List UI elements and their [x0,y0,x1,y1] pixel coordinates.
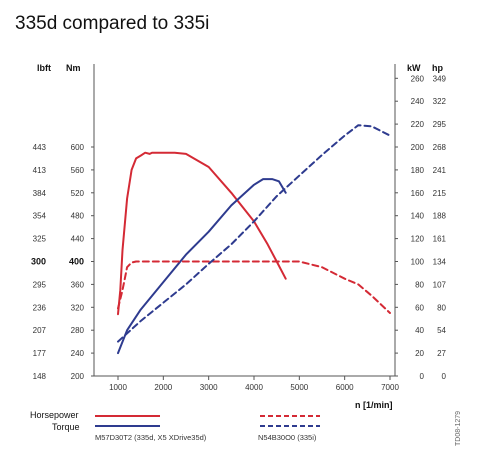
hp-tick-label: 268 [433,143,447,152]
nm-tick-label: 600 [71,143,85,152]
kw-tick-label: 160 [411,189,425,198]
right-axis-ticks: 0 0 20 27 40 54 60 80 80 107 100 134 120 161 140 188 160… [395,74,447,381]
diesel-torque-line [117,151,287,316]
hp-tick-label: 295 [433,120,447,129]
hp-tick-label: 188 [433,212,447,221]
right-unit-kw: kW [407,63,421,73]
nm-tick-label: 560 [71,166,85,175]
x-tick-label: 2000 [154,383,172,392]
lbft-tick-label: 300 [31,257,46,267]
nm-tick-label: 400 [69,257,84,267]
kw-tick-label: 100 [411,258,425,267]
petrol-torque-line [117,260,391,314]
hp-tick-label: 107 [433,280,447,289]
kw-tick-label: 240 [411,97,425,106]
lbft-tick-label: 354 [33,212,47,221]
lbft-tick-label: 177 [33,349,47,358]
nm-tick-label: 200 [71,372,85,381]
series-layer [117,124,391,355]
kw-tick-label: 180 [411,166,425,175]
kw-tick-label: 60 [415,303,424,312]
legend-petrol-label: N54B30O0 (335i) [258,433,317,442]
left-unit-lbft: lbft [37,63,51,73]
hp-tick-label: 54 [437,326,446,335]
x-tick-label: 1000 [109,383,127,392]
axes [93,64,396,377]
x-tick-label: 3000 [200,383,218,392]
x-tick-label: 5000 [290,383,308,392]
hp-tick-label: 241 [433,166,447,175]
kw-tick-label: 220 [411,120,425,129]
lbft-tick-label: 443 [33,143,47,152]
legend-diesel-label: M57D30T2 (335d, X5 XDrive35d) [95,433,207,442]
kw-tick-label: 40 [415,326,424,335]
kw-tick-label: 200 [411,143,425,152]
lbft-tick-label: 236 [33,303,47,312]
hp-tick-label: 322 [433,97,447,106]
lbft-tick-label: 148 [33,372,47,381]
nm-tick-label: 240 [71,349,85,358]
nm-tick-label: 320 [71,303,85,312]
lbft-tick-label: 384 [33,189,47,198]
hp-tick-label: 349 [433,74,447,83]
x-tick-label: 7000 [381,383,399,392]
lbft-tick-label: 207 [33,326,47,335]
nm-tick-label: 360 [71,280,85,289]
nm-tick-label: 280 [71,326,85,335]
petrol-power-line [117,124,391,343]
kw-tick-label: 80 [415,280,424,289]
legend: Horsepower Torque M57D30T2 (335d, X5 XDr… [30,410,320,442]
kw-tick-label: 0 [420,372,425,381]
chart-title: 335d compared to 335i [15,13,209,34]
lbft-tick-label: 295 [33,280,47,289]
x-axis-ticks: 1000 2000 3000 4000 5000 6000 7000 [109,376,399,392]
left-axis-ticks: 200 148 240 177 280 207 320 236 360 295 400 300 440 3… [31,143,94,381]
x-tick-label: 6000 [336,383,354,392]
right-unit-hp: hp [432,63,443,73]
lbft-tick-label: 413 [33,166,47,175]
nm-tick-label: 480 [71,212,85,221]
diesel-power-line [117,178,287,355]
hp-tick-label: 215 [433,189,447,198]
hp-tick-label: 134 [433,258,447,267]
kw-tick-label: 140 [411,212,425,221]
hp-tick-label: 27 [437,349,446,358]
hp-tick-label: 80 [437,303,446,312]
lbft-tick-label: 325 [33,235,47,244]
nm-tick-label: 520 [71,189,85,198]
legend-horsepower-label: Horsepower [30,410,79,420]
x-tick-label: 4000 [245,383,263,392]
left-unit-nm: Nm [66,63,81,73]
kw-tick-label: 260 [411,74,425,83]
kw-tick-label: 20 [415,349,424,358]
x-axis-label: n [1/min] [355,400,393,410]
legend-torque-label: Torque [52,422,80,432]
nm-tick-label: 440 [71,235,85,244]
figure-code: TD08-1279 [455,411,462,446]
hp-tick-label: 161 [433,235,447,244]
hp-tick-label: 0 [442,372,447,381]
kw-tick-label: 120 [411,235,425,244]
